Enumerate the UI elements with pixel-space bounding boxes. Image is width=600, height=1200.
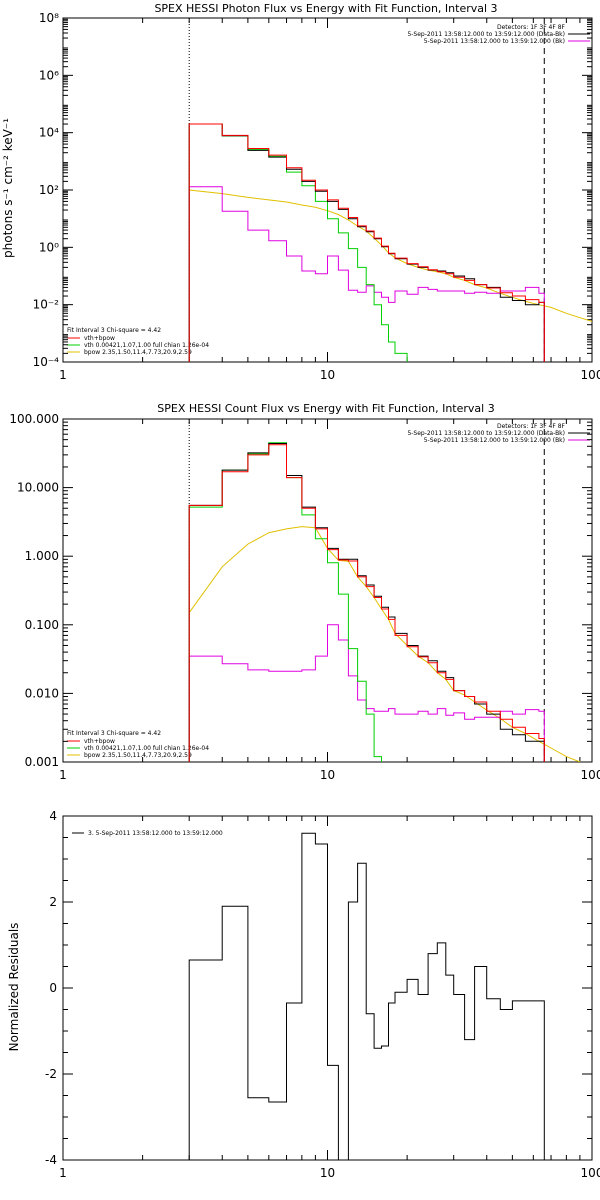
legend-vth: vth 0.00421,1.07,1.00 full chian 1.26e-0… (84, 342, 209, 349)
y-tick-label: 0.001 (25, 755, 59, 769)
series-data (188, 123, 545, 362)
x-tick-label: 1 (59, 768, 67, 782)
x-tick-label: 1 (59, 368, 67, 382)
x-tick-label: 10 (320, 1166, 335, 1180)
y-tick-label: 2 (49, 895, 57, 909)
y-tick-label: 10.000 (17, 481, 59, 495)
series-background (188, 624, 545, 762)
legend-bottom: Fit Interval 3 Chi-square = 4.42 vth+bpo… (67, 730, 209, 759)
series-group (188, 123, 592, 362)
y-tick-label: 0.010 (25, 686, 59, 700)
residuals-panel: Normalized Residuals 3. 5-Sep-2011 13:58… (7, 809, 600, 1180)
chart-title: SPEX HESSI Count Flux vs Energy with Fit… (157, 402, 494, 415)
legend-data-bk: 5-Sep-2011 13:58:12.000 to 13:59:12.000 … (407, 430, 565, 437)
chart-title: SPEX HESSI Photon Flux vs Energy with Fi… (154, 2, 497, 15)
x-tick-label: 10 (320, 368, 335, 382)
series-bpow-component (188, 526, 581, 762)
legend-interval: 3. 5-Sep-2011 13:58:12.000 to 13:59:12.0… (88, 830, 223, 837)
y-tick-label: 10² (39, 183, 59, 197)
x-tick-label: 100 (581, 368, 600, 382)
legend-bottom: Fit Interval 3 Chi-square = 4.42 vth+bpo… (67, 327, 209, 356)
legend-total: vth+bpow (84, 738, 115, 745)
y-tick-label: 10⁴ (39, 126, 59, 140)
series-bpow-component (189, 189, 592, 322)
series-data (188, 832, 545, 1160)
y-tick-label: 100.000 (9, 412, 59, 426)
legend-bk: 5-Sep-2011 13:58:12.000 to 13:59:12.000 … (424, 437, 565, 444)
y-tick-label: 1.000 (25, 549, 59, 563)
legend-detectors: Detectors: 1F 3F 4F 8F (497, 24, 566, 31)
y-tick-label: 10⁻² (33, 298, 60, 312)
x-tick-label: 100 (581, 1166, 600, 1180)
y-tick-label: -4 (45, 1153, 57, 1167)
legend-detectors: Detectors: 1F 3F 4F 8F (497, 423, 566, 430)
legend-bpow: bpow 2.35,1.50,11.4,7.73,20.9,2.59 (84, 752, 192, 759)
photon-flux-panel: SPEX HESSI Photon Flux vs Energy with Fi… (1, 2, 600, 382)
y-tick-label: 0 (49, 981, 57, 995)
legend-fit-interval: Fit Interval 3 Chi-square = 4.42 (67, 730, 161, 737)
series-group (188, 442, 581, 762)
legend-vth: vth 0.00421,1.07,1.00 full chian 1.26e-0… (84, 745, 209, 752)
y-tick-label: 4 (49, 809, 57, 823)
y-axis-label: Normalized Residuals (7, 923, 21, 1052)
legend-top: Detectors: 1F 3F 4F 8F 5-Sep-2011 13:58:… (407, 423, 590, 444)
y-axis-label: photons s⁻¹ cm⁻² keV⁻¹ (1, 118, 15, 258)
x-tick-label: 100 (581, 768, 600, 782)
legend-top: Detectors: 1F 3F 4F 8F 5-Sep-2011 13:58:… (407, 24, 590, 45)
series-total-fit (188, 444, 545, 762)
legend-fit-interval: Fit Interval 3 Chi-square = 4.42 (67, 327, 161, 334)
x-tick-label: 1 (59, 1166, 67, 1180)
y-tick-label: 10⁸ (39, 11, 59, 25)
plot-frame (62, 418, 593, 763)
series-background (188, 186, 545, 362)
series-group (188, 832, 545, 1160)
y-tick-label: 10⁰ (39, 240, 59, 254)
legend-bk: 5-Sep-2011 13:58:12.000 to 13:59:12.000 … (424, 38, 565, 45)
count-flux-panel: SPEX HESSI Count Flux vs Energy with Fit… (9, 402, 600, 782)
series-vth-component (188, 442, 389, 762)
series-vth-component (188, 123, 419, 362)
series-total-fit (188, 123, 545, 362)
y-tick-label: -2 (45, 1067, 57, 1081)
y-tick-label: 0.100 (25, 618, 59, 632)
y-tick-label: 10⁶ (39, 68, 59, 82)
legend-total: vth+bpow (84, 335, 115, 342)
legend-data-bk: 5-Sep-2011 13:58:12.000 to 13:59:12.000 … (407, 31, 565, 38)
x-tick-label: 10 (320, 768, 335, 782)
y-tick-label: 10⁻⁴ (33, 355, 60, 369)
legend-bpow: bpow 2.35,1.50,11.4,7.73,20.9,2.59 (84, 349, 192, 356)
